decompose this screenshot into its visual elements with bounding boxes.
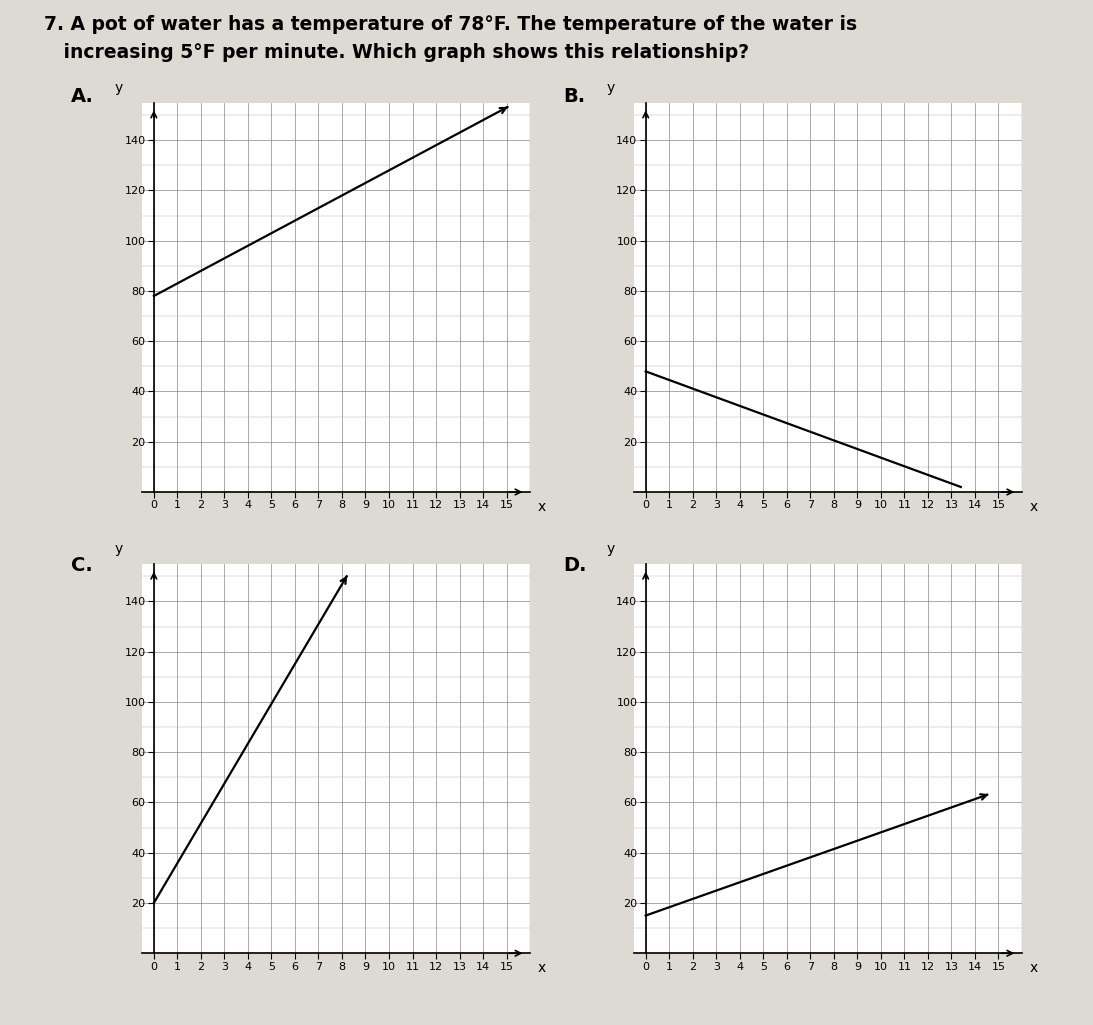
- X-axis label: x: x: [1030, 961, 1037, 975]
- X-axis label: x: x: [1030, 500, 1037, 514]
- Text: 7. A pot of water has a temperature of 78°F. The temperature of the water is: 7. A pot of water has a temperature of 7…: [44, 15, 857, 35]
- Text: increasing 5°F per minute. Which graph shows this relationship?: increasing 5°F per minute. Which graph s…: [44, 43, 749, 63]
- Text: A.: A.: [71, 87, 94, 107]
- X-axis label: x: x: [538, 961, 545, 975]
- Text: B.: B.: [563, 87, 585, 107]
- Y-axis label: y: y: [115, 542, 122, 556]
- Text: C.: C.: [71, 556, 93, 575]
- Y-axis label: y: y: [607, 81, 614, 94]
- X-axis label: x: x: [538, 500, 545, 514]
- Y-axis label: y: y: [115, 81, 122, 94]
- Text: D.: D.: [563, 556, 587, 575]
- Y-axis label: y: y: [607, 542, 614, 556]
